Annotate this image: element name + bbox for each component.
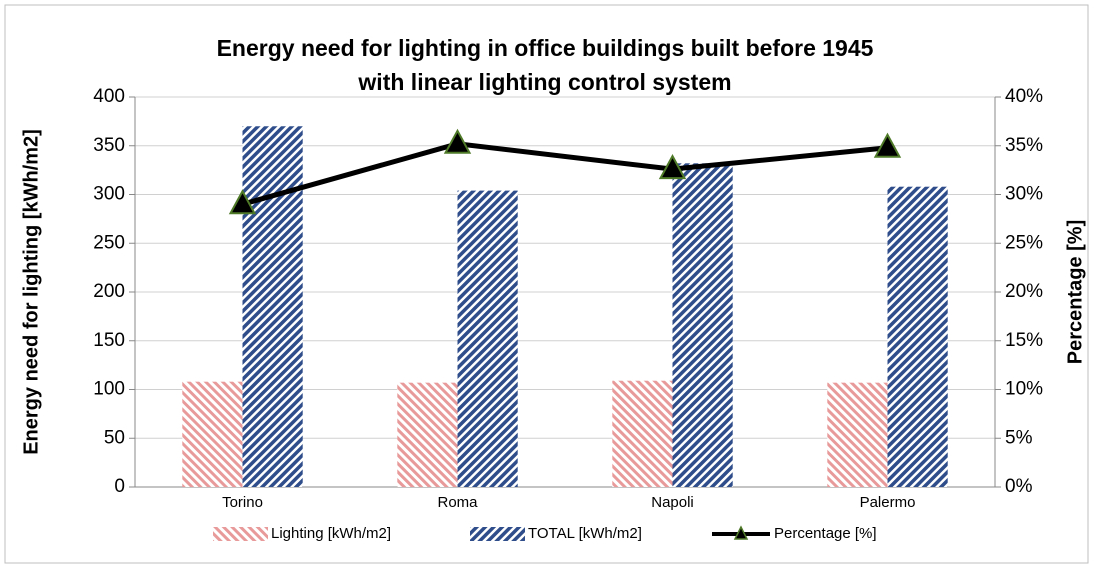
y-tick-label: 100 [93, 379, 125, 400]
y2-tick-label: 5% [1005, 427, 1033, 448]
marker [443, 128, 472, 154]
y-tick-label: 50 [104, 427, 125, 448]
y2-tick-label: 25% [1005, 232, 1043, 253]
y-tick-label: 400 [93, 86, 125, 107]
legend-label: Percentage [%] [774, 525, 877, 542]
line-series [241, 141, 888, 207]
chart-title: with linear lighting control system [357, 69, 731, 95]
bar [397, 382, 458, 487]
bar [182, 381, 243, 487]
y2-tick-label: 30% [1005, 184, 1043, 205]
marker [873, 132, 902, 158]
bar [242, 126, 303, 487]
bar [672, 163, 733, 488]
legend-label: Lighting [kWh/m2] [271, 525, 391, 542]
bar [612, 380, 673, 487]
chart-title: Energy need for lighting in office build… [217, 35, 874, 61]
bar [827, 382, 888, 487]
legend-swatch [470, 527, 525, 541]
y-tick-label: 200 [93, 281, 125, 302]
y-tick-label: 250 [93, 232, 125, 253]
y2-tick-label: 15% [1005, 330, 1043, 351]
y2-tick-label: 20% [1005, 281, 1043, 302]
y-axis-label: Energy need for lighting [kWh/m2] [20, 129, 42, 455]
y2-tick-label: 10% [1005, 379, 1043, 400]
y2-tick-label: 40% [1005, 86, 1043, 107]
x-tick-label: Palermo [860, 494, 916, 511]
legend-marker [733, 525, 749, 540]
y2-tick-label: 35% [1005, 135, 1043, 156]
y-tick-label: 150 [93, 330, 125, 351]
legend-label: TOTAL [kWh/m2] [528, 525, 642, 542]
y-tick-label: 350 [93, 135, 125, 156]
bar [887, 186, 948, 487]
legend-swatch [213, 527, 268, 541]
x-tick-label: Roma [437, 494, 478, 511]
y-tick-label: 0 [114, 476, 125, 497]
y2-axis-label: Percentage [%] [1064, 220, 1086, 365]
y-tick-label: 300 [93, 184, 125, 205]
bar [457, 190, 518, 487]
x-tick-label: Torino [222, 494, 263, 511]
y2-tick-label: 0% [1005, 476, 1033, 497]
x-tick-label: Napoli [651, 494, 694, 511]
marker [228, 189, 257, 215]
marker [658, 154, 687, 180]
